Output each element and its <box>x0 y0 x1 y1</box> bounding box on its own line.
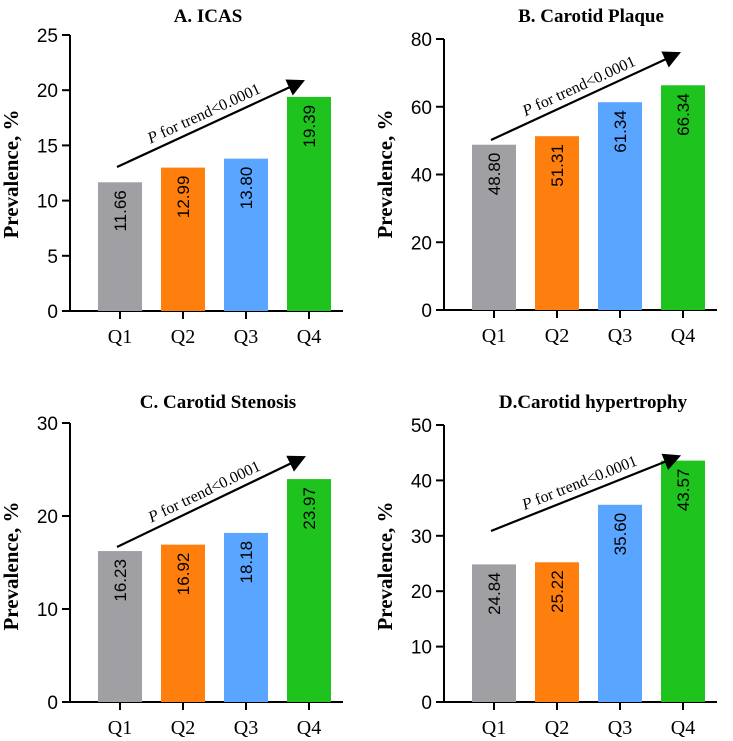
panel-b-ylabel: Prevalence, % <box>373 109 397 238</box>
panel-b-xtick-label: Q1 <box>482 325 506 347</box>
panel-a-bar-q2 <box>161 167 205 311</box>
panel-c-bar-q3 <box>224 532 268 702</box>
panel-d-data-label: 43.57 <box>674 469 693 512</box>
panel-c-bar-q1 <box>98 551 142 702</box>
panel-c-bar-q2 <box>161 544 205 702</box>
panel-b-ytick-label: 20 <box>411 233 432 254</box>
panel-d-data-label: 24.84 <box>485 572 504 615</box>
panel-d-ytick-label: 20 <box>411 582 432 603</box>
panel-d-ytick-label: 10 <box>411 638 432 659</box>
panel-c-plot: 0 10 20 30 Q1 16.23 Q2 16.92 Q3 18.18 Q4 23.97 P for… <box>37 414 343 739</box>
panel-c-xtick-label: Q2 <box>171 717 195 739</box>
panel-b-data-label: 66.34 <box>674 93 693 136</box>
panel-b-bar-q1 <box>472 144 516 310</box>
panel-b-ytick-label: 80 <box>411 30 432 51</box>
panel-d-xtick-label: Q2 <box>545 717 569 739</box>
panel-c-ylabel: Prevalence, % <box>0 501 23 630</box>
panel-a-data-label: 12.99 <box>174 176 193 219</box>
panel-b-bar-q2 <box>535 136 579 310</box>
panel-d: D.Carotid hypertrophy Prevalence, % 0 10 2… <box>373 392 717 739</box>
panel-a-data-label: 11.66 <box>111 190 130 231</box>
panel-b-xtick-label: Q3 <box>608 325 632 347</box>
panel-a-ylabel: Prevalence, % <box>0 109 23 238</box>
panel-b-data-label: 61.34 <box>611 110 630 153</box>
panel-b-title: B. Carotid Plaque <box>518 6 664 27</box>
panel-c-ytick-label: 30 <box>37 414 58 435</box>
panel-b-ytick-label: 60 <box>411 98 432 119</box>
panel-c-xtick-label: Q1 <box>108 717 132 739</box>
panel-d-bar-q3 <box>598 504 642 702</box>
panel-d-xtick-label: Q4 <box>671 717 695 739</box>
panel-c-trend-arrow <box>116 455 306 548</box>
panel-c-xtick-label: Q4 <box>297 717 321 739</box>
panel-a-bar-q3 <box>224 158 268 311</box>
panel-d-ytick-label: 0 <box>421 693 432 714</box>
panel-c-data-label: 23.97 <box>300 487 319 530</box>
panel-c-ytick-label: 10 <box>37 600 58 621</box>
panel-a-title: A. ICAS <box>174 6 243 27</box>
panel-b-data-label: 51.31 <box>548 144 567 187</box>
panel-d-bar-q1 <box>472 564 516 702</box>
panel-d-data-label: 35.60 <box>611 513 630 556</box>
panel-d-ytick-label: 40 <box>411 471 432 492</box>
panel-a-ytick-label: 10 <box>37 192 58 213</box>
panel-c-data-label: 16.23 <box>111 559 130 602</box>
panel-d-title: D.Carotid hypertrophy <box>499 392 688 413</box>
panel-a-plot: 0 5 10 15 20 25 Q1 11.66 Q2 12.99 Q3 13.80 Q4 19.39 P … <box>37 26 343 348</box>
panel-c-ytick-label: 20 <box>37 507 58 528</box>
panel-a-ytick-label: 15 <box>37 136 58 157</box>
panel-d-ytick-label: 30 <box>411 527 432 548</box>
panel-b-ytick-label: 40 <box>411 166 432 187</box>
panel-d-xtick-label: Q1 <box>482 717 506 739</box>
panel-a: A. ICAS Prevalence, % 0 5 10 15 20 25 Q1 11.66 Q… <box>0 6 343 348</box>
panel-a-xtick-label: Q2 <box>171 326 195 348</box>
panel-a-trend-arrow <box>116 79 305 168</box>
panel-b-xtick-label: Q4 <box>671 325 695 347</box>
panel-a-ytick-label: 5 <box>47 247 58 268</box>
panel-d-ytick-label: 50 <box>411 416 432 437</box>
panel-b-trend-arrow <box>490 51 681 141</box>
panel-d-bar-q2 <box>535 562 579 702</box>
panel-d-xtick-label: Q3 <box>608 717 632 739</box>
panel-c-title: C. Carotid Stenosis <box>140 392 296 413</box>
panel-d-plot: 01020304050Q124.84Q225.22Q335.60Q443.57P… <box>411 416 717 739</box>
panel-c-trend-annotation: P for trend<0.0001 <box>145 458 264 527</box>
panel-b-data-label: 48.80 <box>485 153 504 196</box>
panel-a-data-label: 13.80 <box>237 167 256 210</box>
panel-b-ytick-label: 0 <box>421 301 432 322</box>
panel-c: C. Carotid Stenosis Prevalence, % 0 10 20 3… <box>0 392 343 739</box>
panel-a-trend-annotation: P for trend<0.0001 <box>144 81 263 148</box>
panel-a-data-label: 19.39 <box>300 105 319 148</box>
panel-b-bar-q3 <box>598 102 642 310</box>
panel-a-xtick-label: Q3 <box>234 326 258 348</box>
panel-c-data-label: 18.18 <box>237 541 256 584</box>
panel-a-bar-q1 <box>98 182 142 311</box>
panel-a-ytick-label: 0 <box>47 302 58 323</box>
panel-d-bar-q4 <box>661 460 705 702</box>
panel-a-ytick-label: 20 <box>37 81 58 102</box>
panel-d-data-label: 25.22 <box>548 570 567 613</box>
panel-c-ytick-label: 0 <box>47 693 58 714</box>
panel-a-ytick-label: 25 <box>37 26 58 47</box>
panel-a-xtick-label: Q4 <box>297 326 321 348</box>
panel-b: B. Carotid Plaque Prevalence, % 0 20 40 60 8… <box>373 6 717 347</box>
panel-d-ylabel: Prevalence, % <box>373 501 397 630</box>
panel-b-bar-q4 <box>661 85 705 310</box>
panel-d-trend-arrow <box>490 453 682 533</box>
panel-c-xtick-label: Q3 <box>234 717 258 739</box>
panel-c-bar-q4 <box>287 479 331 702</box>
panel-c-data-label: 16.92 <box>174 553 193 596</box>
panel-a-xtick-label: Q1 <box>108 326 132 348</box>
panel-a-bar-q4 <box>287 96 331 311</box>
panel-b-xtick-label: Q2 <box>545 325 569 347</box>
